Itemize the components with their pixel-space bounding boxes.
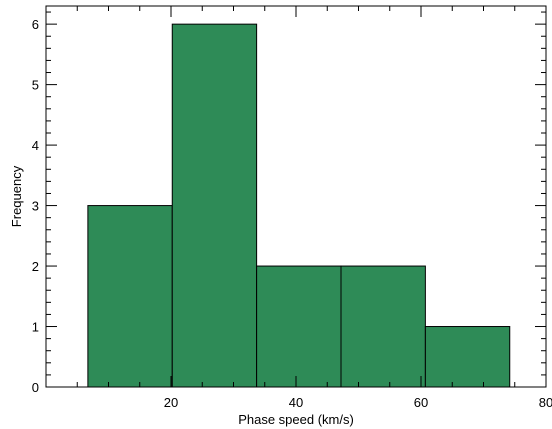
ticks-group — [45, 6, 547, 388]
tick-labels-group: 20 40 60 80 0 1 2 3 4 5 6 — [32, 17, 552, 410]
histogram-bar-5 — [424, 326, 511, 388]
histogram-bar-4 — [340, 265, 426, 388]
x-tick-label: 40 — [289, 395, 303, 410]
y-tick-label: 2 — [32, 259, 39, 274]
y-tick-label: 4 — [32, 138, 39, 153]
y-axis-label: Frequency — [9, 165, 24, 227]
histogram-bar-1 — [87, 205, 173, 388]
x-tick-label: 20 — [164, 395, 178, 410]
histogram-bar-3 — [256, 265, 342, 388]
bars-group — [87, 23, 511, 388]
histogram-bar-2 — [171, 23, 258, 388]
y-tick-label: 6 — [32, 17, 39, 32]
x-axis-label: Phase speed (km/s) — [238, 412, 354, 427]
x-tick-label: 80 — [539, 395, 552, 410]
x-tick-label: 60 — [414, 395, 428, 410]
y-tick-label: 1 — [32, 320, 39, 335]
y-tick-label: 5 — [32, 78, 39, 93]
y-tick-label: 0 — [32, 380, 39, 395]
y-tick-label: 3 — [32, 199, 39, 214]
